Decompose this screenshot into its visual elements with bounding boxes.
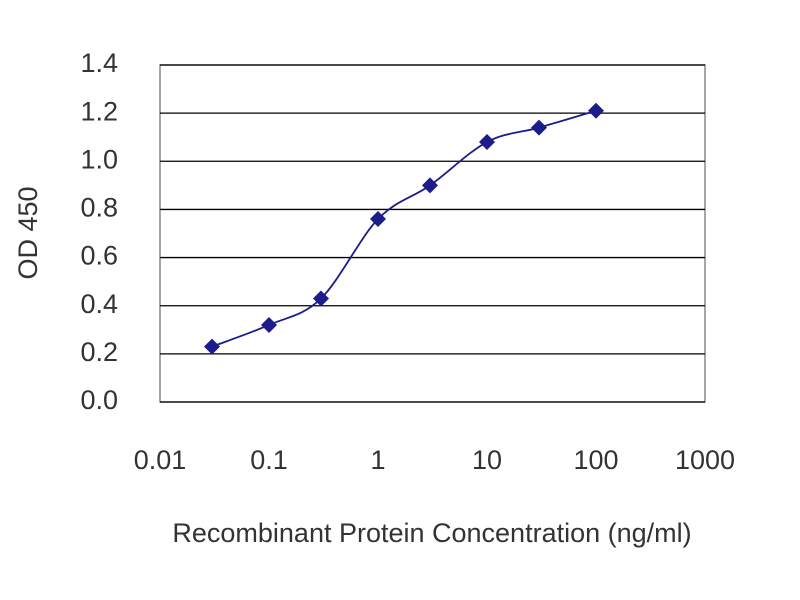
- data-point: [370, 211, 386, 228]
- y-tick-label: 0.8: [80, 193, 118, 223]
- x-tick-label: 10: [472, 445, 502, 475]
- y-tick-label: 0.6: [80, 241, 118, 271]
- x-axis-title: Recombinant Protein Concentration (ng/ml…: [172, 518, 691, 548]
- data-point: [204, 338, 221, 355]
- data-point: [588, 102, 604, 119]
- y-tick-label: 0.4: [80, 289, 118, 319]
- x-tick-label: 100: [573, 445, 618, 475]
- data-point: [531, 119, 548, 136]
- x-tick-label: 1000: [675, 445, 735, 475]
- data-point: [313, 290, 330, 307]
- x-tick-label: 0.01: [134, 445, 187, 475]
- x-tick-label: 0.1: [250, 445, 288, 475]
- y-tick-label: 1.0: [80, 144, 118, 174]
- data-point: [479, 134, 495, 151]
- plot-area: [159, 64, 706, 403]
- y-axis-title: OD 450: [13, 186, 43, 279]
- data-point: [422, 177, 439, 194]
- y-tick-label: 1.2: [80, 96, 118, 126]
- y-tick-label: 1.4: [80, 48, 118, 78]
- x-tick-label: 1: [370, 445, 385, 475]
- y-tick-label: 0.0: [80, 385, 118, 415]
- y-tick-label: 0.2: [80, 337, 118, 367]
- data-point: [261, 316, 277, 333]
- data-line: [211, 109, 597, 348]
